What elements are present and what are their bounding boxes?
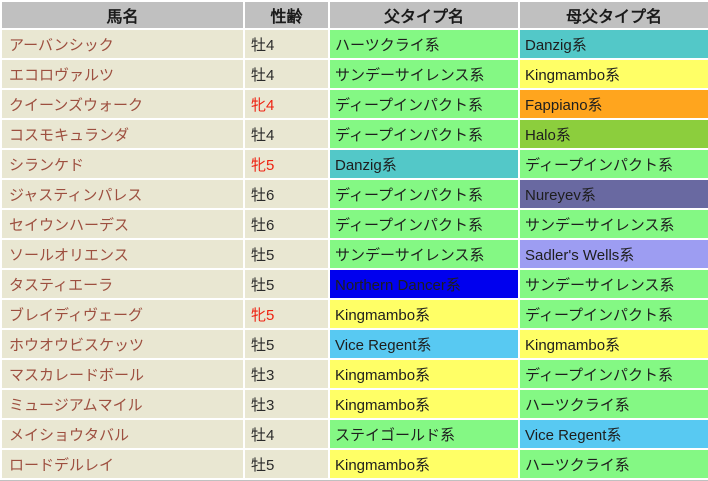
sire-type-cell: Northern Dancer系 [328, 268, 520, 300]
sex-age-cell: 牡5 [243, 328, 330, 360]
sex-age-cell: 牡3 [243, 388, 330, 420]
table-row: クイーンズウォーク 牝4 ディープインパクト系 Fappiano系 [0, 88, 708, 120]
damsire-type-cell: Nureyev系 [518, 178, 708, 210]
horse-name-cell: セイウンハーデス [0, 208, 245, 240]
sire-type-cell: サンデーサイレンス系 [328, 58, 520, 90]
horse-name-cell: メイショウタバル [0, 418, 245, 450]
table-row: ホウオウビスケッツ 牡5 Vice Regent系 Kingmambo系 [0, 328, 708, 360]
sire-type-cell: ステイゴールド系 [328, 418, 520, 450]
table-row: セイウンハーデス 牡6 ディープインパクト系 サンデーサイレンス系 [0, 208, 708, 240]
sire-type-cell: サンデーサイレンス系 [328, 238, 520, 270]
damsire-type-cell: Sadler's Wells系 [518, 238, 708, 270]
table-row: コスモキュランダ 牡4 ディープインパクト系 Halo系 [0, 118, 708, 150]
sire-type-cell: ハーツクライ系 [328, 28, 520, 60]
horse-name-cell: タスティエーラ [0, 268, 245, 300]
sire-type-cell: ディープインパクト系 [328, 208, 520, 240]
horse-name-cell: ロードデルレイ [0, 448, 245, 480]
damsire-type-cell: ハーツクライ系 [518, 448, 708, 480]
table-row: ミュージアムマイル 牡3 Kingmambo系 ハーツクライ系 [0, 388, 708, 420]
sex-age-cell: 牡4 [243, 118, 330, 150]
damsire-type-cell: サンデーサイレンス系 [518, 208, 708, 240]
sex-age-cell: 牡6 [243, 178, 330, 210]
damsire-type-cell: ハーツクライ系 [518, 388, 708, 420]
header-row: 馬名 性齢 父タイプ名 母父タイプ名 [0, 0, 708, 30]
sex-age-cell: 牡3 [243, 358, 330, 390]
table-row: マスカレードボール 牡3 Kingmambo系 ディープインパクト系 [0, 358, 708, 390]
table-row: アーバンシック 牡4 ハーツクライ系 Danzig系 [0, 28, 708, 60]
table-row: ソールオリエンス 牡5 サンデーサイレンス系 Sadler's Wells系 [0, 238, 708, 270]
horse-name-cell: エコロヴァルツ [0, 58, 245, 90]
sex-age-cell: 牝5 [243, 298, 330, 330]
horse-name-cell: ブレイディヴェーグ [0, 298, 245, 330]
horse-name-cell: マスカレードボール [0, 358, 245, 390]
table-row: エコロヴァルツ 牡4 サンデーサイレンス系 Kingmambo系 [0, 58, 708, 90]
sex-age-cell: 牡4 [243, 58, 330, 90]
damsire-type-cell: ディープインパクト系 [518, 358, 708, 390]
col-header-sex-age: 性齢 [243, 0, 330, 30]
sex-age-cell: 牡5 [243, 238, 330, 270]
col-header-damsire-type: 母父タイプ名 [518, 0, 708, 30]
sex-age-cell: 牝4 [243, 88, 330, 120]
damsire-type-cell: サンデーサイレンス系 [518, 268, 708, 300]
table-body: アーバンシック 牡4 ハーツクライ系 Danzig系 エコロヴァルツ 牡4 サンデーサイレン… [0, 28, 708, 480]
damsire-type-cell: ディープインパクト系 [518, 148, 708, 180]
col-header-horse-name: 馬名 [0, 0, 245, 30]
table-row: メイショウタバル 牡4 ステイゴールド系 Vice Regent系 [0, 418, 708, 450]
sex-age-cell: 牡4 [243, 28, 330, 60]
sex-age-cell: 牡6 [243, 208, 330, 240]
sire-type-cell: ディープインパクト系 [328, 88, 520, 120]
sex-age-cell: 牝5 [243, 148, 330, 180]
sex-age-cell: 牡5 [243, 268, 330, 300]
table-row: ロードデルレイ 牡5 Kingmambo系 ハーツクライ系 [0, 448, 708, 480]
sire-type-cell: ディープインパクト系 [328, 178, 520, 210]
damsire-type-cell: Kingmambo系 [518, 58, 708, 90]
horse-name-cell: シランケド [0, 148, 245, 180]
sire-type-cell: Danzig系 [328, 148, 520, 180]
damsire-type-cell: ディープインパクト系 [518, 298, 708, 330]
sire-type-cell: Kingmambo系 [328, 448, 520, 480]
sire-type-cell: Kingmambo系 [328, 358, 520, 390]
horse-name-cell: ミュージアムマイル [0, 388, 245, 420]
horse-name-cell: コスモキュランダ [0, 118, 245, 150]
sire-type-cell: ディープインパクト系 [328, 118, 520, 150]
table-row: ブレイディヴェーグ 牝5 Kingmambo系 ディープインパクト系 [0, 298, 708, 330]
damsire-type-cell: Fappiano系 [518, 88, 708, 120]
damsire-type-cell: Vice Regent系 [518, 418, 708, 450]
damsire-type-cell: Danzig系 [518, 28, 708, 60]
horse-name-cell: ソールオリエンス [0, 238, 245, 270]
damsire-type-cell: Kingmambo系 [518, 328, 708, 360]
sex-age-cell: 牡5 [243, 448, 330, 480]
horse-name-cell: ジャスティンパレス [0, 178, 245, 210]
horse-name-cell: アーバンシック [0, 28, 245, 60]
table-row: シランケド 牝5 Danzig系 ディープインパクト系 [0, 148, 708, 180]
sex-age-cell: 牡4 [243, 418, 330, 450]
table-row: ジャスティンパレス 牡6 ディープインパクト系 Nureyev系 [0, 178, 708, 210]
damsire-type-cell: Halo系 [518, 118, 708, 150]
sire-type-cell: Vice Regent系 [328, 328, 520, 360]
sire-type-cell: Kingmambo系 [328, 388, 520, 420]
horse-name-cell: ホウオウビスケッツ [0, 328, 245, 360]
col-header-sire-type: 父タイプ名 [328, 0, 520, 30]
table-row: タスティエーラ 牡5 Northern Dancer系 サンデーサイレンス系 [0, 268, 708, 300]
sire-type-cell: Kingmambo系 [328, 298, 520, 330]
horse-name-cell: クイーンズウォーク [0, 88, 245, 120]
